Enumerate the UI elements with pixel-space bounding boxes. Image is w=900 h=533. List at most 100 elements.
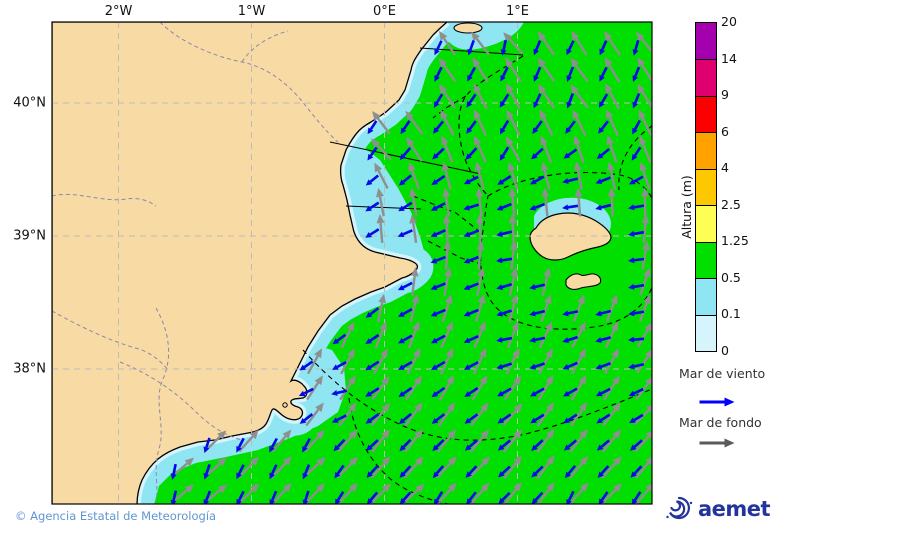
map-frame xyxy=(51,21,653,505)
wind-sea-arrow xyxy=(332,360,347,370)
swell-arrow xyxy=(606,161,617,190)
wind-sea-arrow xyxy=(529,362,546,370)
wind-sea-arrow xyxy=(432,438,445,452)
wind-sea-arrow xyxy=(596,147,611,160)
latitude-tick-label: 40°N xyxy=(13,95,46,111)
swell-arrow xyxy=(337,429,358,453)
wind-sea-arrow xyxy=(562,177,579,184)
swell-arrow xyxy=(508,293,519,323)
swell-arrow xyxy=(606,109,619,137)
swell-arrows-layer xyxy=(171,30,652,504)
wind-sea-arrow xyxy=(463,361,479,370)
wind-sea-arrow xyxy=(529,175,545,185)
wind-sea-arrow xyxy=(398,201,413,212)
wind-sea-arrow xyxy=(299,413,314,424)
swell-arrow xyxy=(607,187,616,217)
longitude-tick-label: 1°E xyxy=(506,4,529,19)
swell-arrow xyxy=(502,429,523,453)
wind-sea-arrow xyxy=(464,413,479,424)
wind-sea-arrow xyxy=(562,361,578,370)
wind-sea-arrow xyxy=(399,438,412,452)
wind-sea-arrow xyxy=(397,281,413,291)
wind-sea-arrow xyxy=(332,333,347,345)
swell-arrow xyxy=(537,375,554,401)
swell-arrow xyxy=(474,135,487,163)
swell-arrow xyxy=(471,31,490,56)
wind-sea-arrow xyxy=(564,465,577,479)
wind-sea-arrow xyxy=(366,491,379,504)
wind-sea-arrow xyxy=(269,437,278,453)
colorbar-segment xyxy=(696,314,716,351)
wind-sea-arrow xyxy=(399,147,412,161)
wind-sea-arrow xyxy=(531,465,544,478)
colorbar-segment xyxy=(696,59,716,96)
wind-sea-arrow xyxy=(298,387,314,397)
swell-arrow xyxy=(569,428,588,453)
swell-arrow xyxy=(436,482,457,504)
swell-legend-arrow xyxy=(699,438,735,448)
wind-sea-arrow xyxy=(595,387,611,397)
wind-sea-arrow xyxy=(628,257,645,264)
swell-arrow xyxy=(641,214,650,244)
swell-arrow xyxy=(574,187,583,217)
wind-sea-arrow xyxy=(599,66,608,82)
wind-sea-arrow xyxy=(430,255,446,264)
wind-sea-arrow xyxy=(562,335,579,343)
wind-sea-arrow xyxy=(170,490,178,504)
swell-arrow xyxy=(603,348,620,375)
wind-sea-arrow xyxy=(236,490,245,504)
wind-sea-arrow xyxy=(632,119,642,135)
wind-sea-arrow xyxy=(496,282,513,290)
wind-sea-arrow xyxy=(334,464,345,479)
wind-sea-arrow xyxy=(500,66,509,82)
swell-arrow xyxy=(403,456,424,479)
wind-sea-arrow xyxy=(464,439,478,451)
wind-sea-arrow xyxy=(598,491,609,504)
swell-arrow xyxy=(537,57,556,83)
swell-arrow xyxy=(539,109,554,137)
wind-sea-arrow xyxy=(365,228,380,238)
wind-sea-arrow xyxy=(463,335,479,344)
wind-sea-arrow xyxy=(566,93,574,109)
wind-sea-arrow xyxy=(533,66,542,82)
swell-arrow xyxy=(502,403,523,426)
wind-sea-arrow xyxy=(463,282,479,291)
swell-arrow xyxy=(503,375,522,401)
admin-boundaries xyxy=(52,22,339,502)
wind-sea-arrow xyxy=(498,491,511,504)
wind-sea-arrow xyxy=(467,66,476,82)
swell-arrow xyxy=(404,402,423,427)
wind-sea-arrow xyxy=(529,336,546,343)
swell-arrow xyxy=(505,57,522,83)
swell-arrow xyxy=(604,30,621,56)
swell-arrow xyxy=(540,135,553,163)
swell-arrow xyxy=(601,429,622,453)
wind-sea-arrow xyxy=(496,309,513,317)
wind-sea-arrow xyxy=(399,465,412,478)
wind-sea-arrow xyxy=(531,439,544,451)
swell-arrow xyxy=(442,187,451,217)
latitude-tick-label: 39°N xyxy=(13,228,46,244)
swell-arrow xyxy=(405,110,424,135)
swell-arrow xyxy=(640,187,649,217)
swell-arrow xyxy=(469,456,490,479)
swell-arrow xyxy=(541,187,550,217)
swell-arrow xyxy=(475,214,484,244)
swell-arrow xyxy=(634,456,652,479)
mainland-landmass xyxy=(52,22,448,504)
swell-arrow xyxy=(371,138,392,161)
wind-sea-arrow xyxy=(432,147,445,160)
wind-sea-arrow xyxy=(529,202,545,211)
wind-sea-arrow xyxy=(566,490,575,504)
wind-sea-arrow xyxy=(628,204,645,211)
wind-sea-arrow xyxy=(433,491,444,504)
aemet-logo-text: aemet xyxy=(698,497,771,521)
swell-arrow xyxy=(408,161,421,190)
wind-sea-arrow xyxy=(496,336,513,343)
swell-arrow xyxy=(537,83,556,109)
wind-sea-arrow xyxy=(566,66,575,82)
wind-sea-arrow xyxy=(629,439,643,451)
colorbar-segment xyxy=(696,205,716,242)
legend-arrows xyxy=(699,397,735,448)
wind-sea-arrow xyxy=(269,464,278,480)
